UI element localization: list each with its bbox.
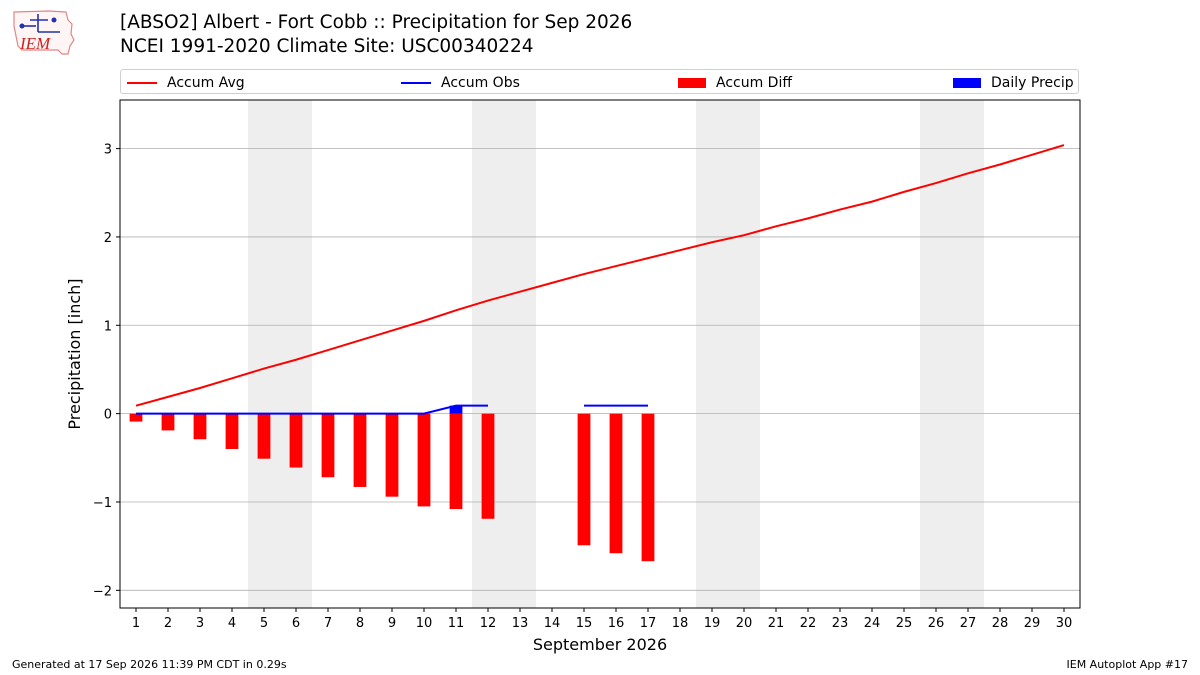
accum-diff-bar [321,413,335,478]
y-tick-label: 1 [104,319,112,334]
y-gridlines [120,148,1080,591]
x-tick-label: 16 [608,616,625,631]
y-tick-label: −1 [93,496,112,511]
x-tick-label: 10 [416,616,433,631]
generated-footer: Generated at 17 Sep 2026 11:39 PM CDT in… [12,658,287,671]
chart-title: [ABSO2] Albert - Fort Cobb :: Precipitat… [120,12,633,33]
y-axis-label: Precipitation [inch] [65,278,84,429]
x-tick-label: 22 [800,616,817,631]
accum-diff-bar [385,413,399,497]
x-tick-label: 2 [164,616,172,631]
x-tick-label: 4 [228,616,236,631]
y-tick-label: 2 [104,231,112,246]
x-tick-label: 13 [512,616,529,631]
lines [135,144,1065,415]
x-tick-label: 12 [480,616,497,631]
x-tick-label: 24 [864,616,881,631]
weekend-band-0 [248,100,312,608]
accum-diff-bar [161,413,175,431]
x-tick-label: 11 [448,616,465,631]
legend-label-accum-diff: Accum Diff [716,74,793,91]
legend-item-accum-diff: Accum Diff [678,70,792,95]
app-footer: IEM Autoplot App #17 [1066,658,1189,671]
legend-item-accum-avg: Accum Avg [127,70,245,95]
x-tick-label: 20 [736,616,753,631]
x-tick-label: 28 [992,616,1009,631]
legend-item-daily-precip: Daily Precip [953,70,1074,95]
legend-swatch-accum-avg [127,81,157,84]
x-tick-label: 21 [768,616,785,631]
x-tick-label: 14 [544,616,561,631]
accum-diff-bar [449,413,463,510]
weekend-band-2 [696,100,760,608]
y-tick-label: 0 [104,408,112,423]
x-tick-label: 27 [960,616,977,631]
x-tick-label: 29 [1024,616,1041,631]
accum-diff-bar [193,413,207,440]
accum-avg-line [135,144,1065,407]
x-tick-label: 17 [640,616,657,631]
x-tick-label: 8 [356,616,364,631]
x-tick-label: 3 [196,616,204,631]
x-tick-label: 1 [132,616,140,631]
x-tick-label: 30 [1056,616,1073,631]
x-tick-label: 18 [672,616,689,631]
accum-diff-bar [641,413,655,562]
accum-diff-bar [577,413,591,546]
legend: Accum Avg Accum Obs Accum Diff Daily Pre… [120,69,1079,94]
x-tick-label: 6 [292,616,300,631]
accum-diff-bar [129,413,143,422]
chart-subtitle: NCEI 1991-2020 Climate Site: USC00340224 [120,36,534,57]
x-tick-label: 23 [832,616,849,631]
weekend-band-1 [472,100,536,608]
legend-item-accum-obs: Accum Obs [401,70,520,95]
accum-diff-bar [257,413,271,459]
legend-label-accum-avg: Accum Avg [167,74,245,91]
x-axis-label: September 2026 [533,635,667,654]
accum-diff-bar [481,413,495,519]
accum-diff-bar [353,413,367,487]
legend-label-accum-obs: Accum Obs [441,74,520,91]
accum-diff-bar [289,413,303,468]
y-tick-label: −2 [93,584,112,599]
x-tick-label: 15 [576,616,593,631]
weekend-band-3 [920,100,984,608]
plot-frame [119,99,1081,609]
x-tick-label: 9 [388,616,396,631]
legend-swatch-accum-diff [678,77,706,88]
y-tick-label: 3 [104,143,112,158]
x-tick-label: 25 [896,616,913,631]
x-tick-label: 19 [704,616,721,631]
legend-swatch-daily-precip [953,77,981,88]
x-tick-label: 26 [928,616,945,631]
iem-logo: IEM [13,10,75,55]
x-tick-label: 7 [324,616,332,631]
legend-label-daily-precip: Daily Precip [991,74,1074,91]
accum-diff-bar [609,413,623,554]
x-tick-label: 5 [260,616,268,631]
logo-text: IEM [19,34,51,53]
accum-diff-bar [225,413,239,449]
legend-swatch-accum-obs [401,81,431,84]
accum-diff-bar [417,413,431,507]
bars [129,405,655,562]
accum-obs-line [136,404,488,415]
daily-precip-bar [449,405,463,414]
